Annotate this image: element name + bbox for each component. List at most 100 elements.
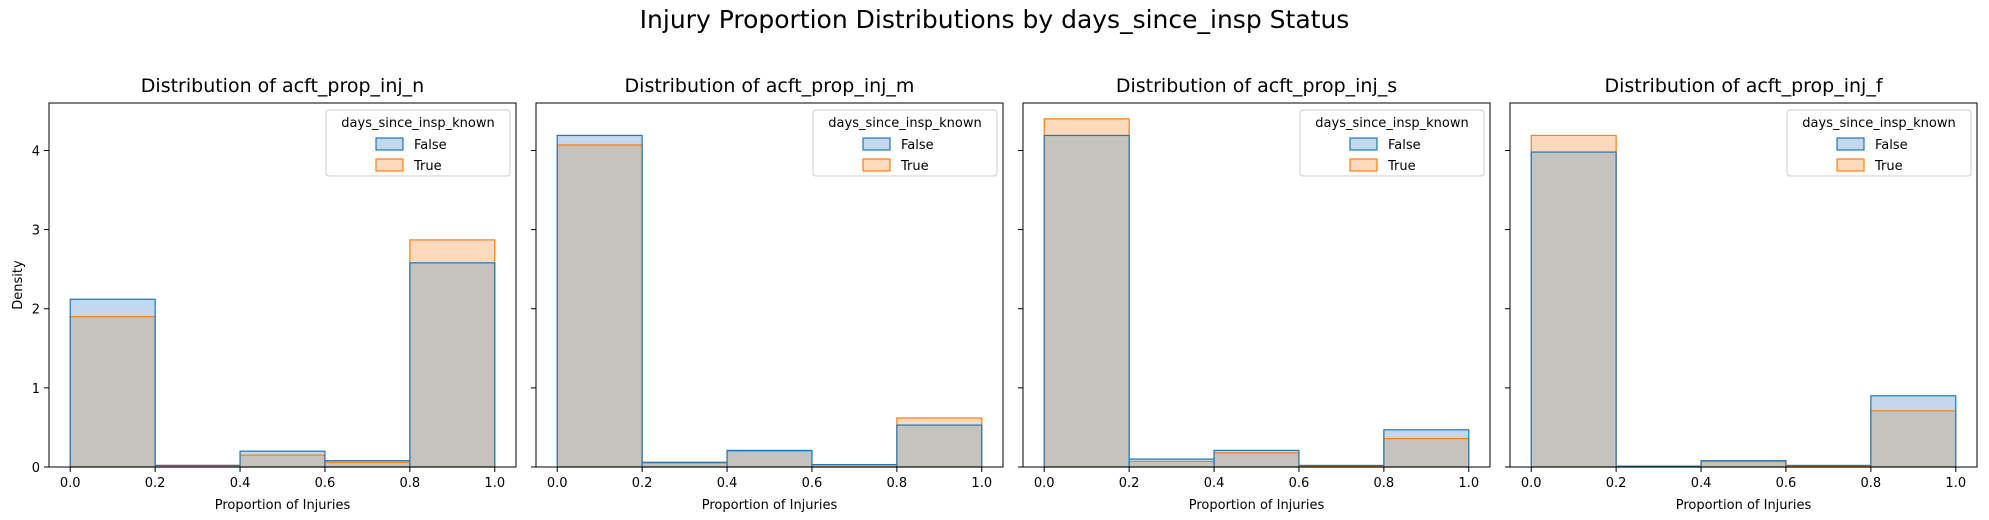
panel-3: Distribution of acft_prop_inj_s 0.0 0.2 0.4… [1018, 75, 1491, 513]
axes-frame [535, 102, 1004, 468]
bar-overlap [155, 465, 241, 467]
legend-title: days_since_insp_known [828, 116, 981, 131]
y-tick-label: 3 [32, 224, 40, 239]
legend: days_since_insp_known False True [1299, 109, 1485, 177]
axes-frame [1509, 102, 1978, 468]
bar-excess [1531, 135, 1617, 153]
x-tick-label: 0.6 [315, 476, 336, 491]
x-tick-label: 0.2 [1606, 476, 1627, 491]
legend-frame [1299, 109, 1485, 177]
legend-swatch-false [1836, 137, 1865, 151]
legend-title: days_since_insp_known [1315, 116, 1468, 131]
panel-title: Distribution of acft_prop_inj_s [1116, 75, 1397, 97]
figure-title: Injury Proportion Distributions by days_… [639, 5, 1350, 34]
x-tick-label: 1.0 [484, 476, 505, 491]
x-tick-label: 0.2 [632, 476, 653, 491]
histogram-bars [1043, 118, 1470, 468]
panel-4: Distribution of acft_prop_inj_f 0.0 0.2 0.4… [1505, 75, 1978, 513]
legend: days_since_insp_known False True [325, 109, 511, 177]
x-axis-label: Proportion of Injuries [702, 498, 838, 513]
bar-overlap [1870, 410, 1956, 467]
x-tick-label: 0.8 [887, 476, 908, 491]
legend-label-true: True [1874, 159, 1903, 174]
bar-overlap [240, 455, 325, 467]
x-tick-label: 0.4 [1204, 476, 1225, 491]
legend-swatch-true [1836, 158, 1865, 172]
x-axis-label: Proportion of Injuries [215, 498, 351, 513]
legend-label-false: False [1388, 138, 1421, 153]
bar-excess [1870, 395, 1956, 411]
x-tick-label: 1.0 [1945, 476, 1966, 491]
bar-excess [409, 239, 495, 263]
bar-overlap [727, 451, 812, 467]
legend-swatch-true [862, 158, 891, 172]
x-tick-label: 0.2 [1119, 476, 1140, 491]
x-tick-label: 0.0 [1034, 476, 1055, 491]
bar-overlap [1701, 461, 1786, 467]
histogram-bars [556, 134, 983, 468]
bar-excess [1383, 429, 1469, 439]
bar-overlap [1044, 135, 1130, 467]
panel-title: Distribution of acft_prop_inj_n [141, 75, 424, 97]
legend-title: days_since_insp_known [341, 116, 494, 131]
x-tick-label: 0.6 [802, 476, 823, 491]
x-tick-label: 0.0 [60, 476, 81, 491]
x-tick-label: 0.4 [717, 476, 738, 491]
histogram-bars [69, 239, 496, 468]
legend-frame [325, 109, 511, 177]
bar-overlap [557, 144, 643, 467]
legend-frame [1786, 109, 1972, 177]
y-axis-label: Density [11, 260, 26, 310]
bar-excess [1214, 450, 1299, 453]
bar-excess [557, 135, 643, 145]
bar-overlap [1383, 438, 1469, 467]
legend: days_since_insp_known False True [812, 109, 998, 177]
bar-overlap [324, 462, 410, 467]
x-tick-label: 0.6 [1289, 476, 1310, 491]
legend-label-false: False [901, 138, 934, 153]
legend-swatch-false [375, 137, 404, 151]
bar-excess [1044, 118, 1130, 136]
legend-frame [812, 109, 998, 177]
legend-label-true: True [900, 159, 929, 174]
panel-2: Distribution of acft_prop_inj_m 0.0 0.2 0.4… [531, 75, 1004, 513]
y-tick-label: 0 [32, 461, 40, 476]
axes-frame [48, 102, 517, 468]
x-tick-label: 0.8 [400, 476, 421, 491]
x-tick-label: 0.0 [547, 476, 568, 491]
legend-swatch-false [1349, 137, 1378, 151]
x-tick-label: 1.0 [971, 476, 992, 491]
x-tick-label: 0.4 [1691, 476, 1712, 491]
x-tick-label: 0.0 [1521, 476, 1542, 491]
bar-overlap [1214, 452, 1299, 467]
axes-frame [1022, 102, 1491, 468]
legend-label-true: True [413, 159, 442, 174]
legend-label-false: False [414, 138, 447, 153]
legend-swatch-true [375, 158, 404, 172]
bar-overlap [70, 316, 156, 467]
legend-label-false: False [1875, 138, 1908, 153]
bar-excess [896, 417, 982, 426]
x-tick-label: 0.8 [1374, 476, 1395, 491]
bar-excess [240, 451, 325, 456]
bar-overlap [896, 425, 982, 467]
legend-swatch-false [862, 137, 891, 151]
bar-overlap [811, 464, 897, 467]
bar-overlap [1129, 461, 1215, 467]
y-tick-label: 2 [32, 303, 40, 318]
bar-overlap [642, 463, 728, 467]
panel-title: Distribution of acft_prop_inj_m [625, 75, 915, 97]
x-axis-label: Proportion of Injuries [1189, 498, 1325, 513]
bar-excess [70, 299, 156, 317]
x-tick-label: 0.6 [1776, 476, 1797, 491]
panel-title: Distribution of acft_prop_inj_f [1604, 75, 1883, 97]
legend-label-true: True [1387, 159, 1416, 174]
histogram-bars [1530, 134, 1957, 468]
x-tick-label: 1.0 [1458, 476, 1479, 491]
panel-1: Distribution of acft_prop_inj_n 0.0 0.2 0.4… [11, 75, 517, 513]
x-tick-label: 0.2 [145, 476, 166, 491]
x-axis-label: Proportion of Injuries [1676, 498, 1812, 513]
y-tick-label: 1 [32, 382, 40, 397]
bar-overlap [409, 262, 495, 467]
